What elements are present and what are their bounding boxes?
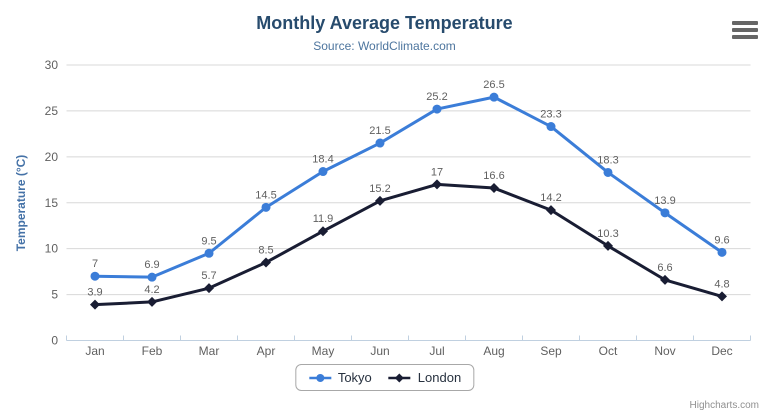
legend: Tokyo London xyxy=(294,364,475,391)
data-label-tokyo: 21.5 xyxy=(369,125,390,137)
data-label-london: 10.3 xyxy=(597,228,618,240)
data-point-marker-london[interactable] xyxy=(603,240,613,251)
legend-label-tokyo: Tokyo xyxy=(337,370,372,385)
data-point-marker-tokyo[interactable] xyxy=(603,167,613,177)
x-axis-category-label: Dec xyxy=(711,344,732,358)
data-label-tokyo: 26.5 xyxy=(483,79,504,91)
data-point-marker-tokyo[interactable] xyxy=(318,167,328,177)
data-label-london: 6.6 xyxy=(657,262,672,274)
data-label-tokyo: 7 xyxy=(92,258,98,270)
y-axis-tick-label: 5 xyxy=(51,288,58,302)
y-axis-tick-label: 15 xyxy=(45,196,59,210)
legend-marker-tokyo xyxy=(308,373,331,382)
data-point-marker-london[interactable] xyxy=(204,283,214,294)
data-point-marker-london[interactable] xyxy=(90,299,100,310)
menu-bar xyxy=(732,21,758,25)
x-axis-category-label: Sep xyxy=(540,344,562,358)
x-axis-category-label: Apr xyxy=(257,344,276,358)
x-axis-category-label: Oct xyxy=(599,344,618,358)
data-point-marker-london[interactable] xyxy=(375,195,385,206)
y-axis-title: Temperature (°C) xyxy=(14,155,28,252)
hamburger-menu-icon[interactable] xyxy=(732,21,758,39)
y-axis-labels: 0 5 10 15 20 25 30 xyxy=(45,58,59,348)
data-label-tokyo: 18.4 xyxy=(312,154,333,166)
y-axis-tick-label: 0 xyxy=(51,334,58,348)
data-label-tokyo: 18.3 xyxy=(597,154,618,166)
data-label-london: 14.2 xyxy=(540,192,561,204)
series-line-london xyxy=(93,182,724,307)
x-axis-category-label: Jul xyxy=(429,344,444,358)
data-label-london: 15.2 xyxy=(369,183,390,195)
x-axis-category-label: May xyxy=(312,344,335,358)
x-axis-category-label: Nov xyxy=(654,344,675,358)
y-gridlines xyxy=(66,64,751,296)
data-label-london: 3.9 xyxy=(87,287,102,299)
data-point-marker-tokyo[interactable] xyxy=(204,248,214,258)
data-point-marker-london[interactable] xyxy=(318,226,328,237)
x-axis-category-label: Jan xyxy=(85,344,104,358)
y-axis-tick-label: 20 xyxy=(45,150,59,164)
y-axis-tick-label: 25 xyxy=(45,104,59,118)
y-axis-tick-label: 30 xyxy=(45,58,59,72)
data-label-london: 16.6 xyxy=(483,170,504,182)
data-point-marker-tokyo[interactable] xyxy=(375,138,385,148)
data-label-tokyo: 9.5 xyxy=(201,235,216,247)
data-point-marker-tokyo[interactable] xyxy=(147,272,157,282)
data-label-london: 4.2 xyxy=(144,284,159,296)
data-point-marker-tokyo[interactable] xyxy=(432,104,442,114)
data-point-marker-tokyo[interactable] xyxy=(717,247,727,257)
menu-bar xyxy=(732,28,758,32)
menu-bar xyxy=(732,35,758,39)
data-label-london: 11.9 xyxy=(313,213,334,225)
data-point-marker-london[interactable] xyxy=(546,205,556,216)
y-axis-tick-label: 10 xyxy=(45,242,59,256)
x-axis-category-label: Aug xyxy=(483,344,504,358)
chart-subtitle: Source: WorldClimate.com xyxy=(313,39,456,53)
data-label-tokyo: 6.9 xyxy=(144,259,159,271)
series-line-tokyo xyxy=(93,95,724,279)
legend-item-london[interactable]: London xyxy=(388,370,461,385)
data-label-london: 8.5 xyxy=(258,244,273,256)
series-london: 3.9 4.2 5.7 8.5 11.9 15.2 17 16.6 14.2 10.3 6.6 4.8 xyxy=(87,166,730,310)
data-point-marker-london[interactable] xyxy=(660,274,670,285)
data-point-marker-tokyo[interactable] xyxy=(546,122,556,132)
data-point-marker-london[interactable] xyxy=(717,291,727,302)
legend-label-london: London xyxy=(417,370,462,385)
credits-link[interactable]: Highcharts.com xyxy=(689,400,759,411)
data-label-tokyo: 9.6 xyxy=(714,234,729,246)
data-label-tokyo: 23.3 xyxy=(540,109,561,121)
x-axis-category-label: Jun xyxy=(370,344,389,358)
series-tokyo: 7 6.9 9.5 14.5 18.4 21.5 25.2 26.5 23.3 18.3 13.9 9… xyxy=(90,79,730,282)
data-label-london: 4.8 xyxy=(714,278,729,290)
legend-item-tokyo[interactable]: Tokyo xyxy=(308,370,372,385)
x-axis-category-label: Mar xyxy=(199,344,220,358)
x-axis-ticks xyxy=(66,335,751,341)
data-point-marker-tokyo[interactable] xyxy=(489,92,499,102)
data-point-marker-tokyo[interactable] xyxy=(660,208,670,218)
data-point-marker-london[interactable] xyxy=(261,257,271,268)
legend-symbol-london xyxy=(395,373,405,382)
legend-symbol-tokyo xyxy=(315,373,324,382)
data-label-london: 17 xyxy=(431,166,443,178)
chart-title: Monthly Average Temperature xyxy=(256,13,513,33)
x-axis-category-label: Feb xyxy=(142,344,163,358)
data-point-marker-london[interactable] xyxy=(489,183,499,194)
data-label-tokyo: 25.2 xyxy=(426,91,447,103)
data-point-marker-london[interactable] xyxy=(432,179,442,190)
legend-marker-london xyxy=(388,373,411,382)
x-axis-labels: Jan Feb Mar Apr May Jun Jul Aug Sep Oct Nov Dec xyxy=(85,344,732,358)
data-point-marker-london[interactable] xyxy=(147,296,157,307)
data-point-marker-tokyo[interactable] xyxy=(261,202,271,212)
data-label-tokyo: 13.9 xyxy=(654,195,675,207)
data-point-marker-tokyo[interactable] xyxy=(90,271,100,281)
data-label-london: 5.7 xyxy=(201,270,216,282)
data-label-tokyo: 14.5 xyxy=(255,189,276,201)
